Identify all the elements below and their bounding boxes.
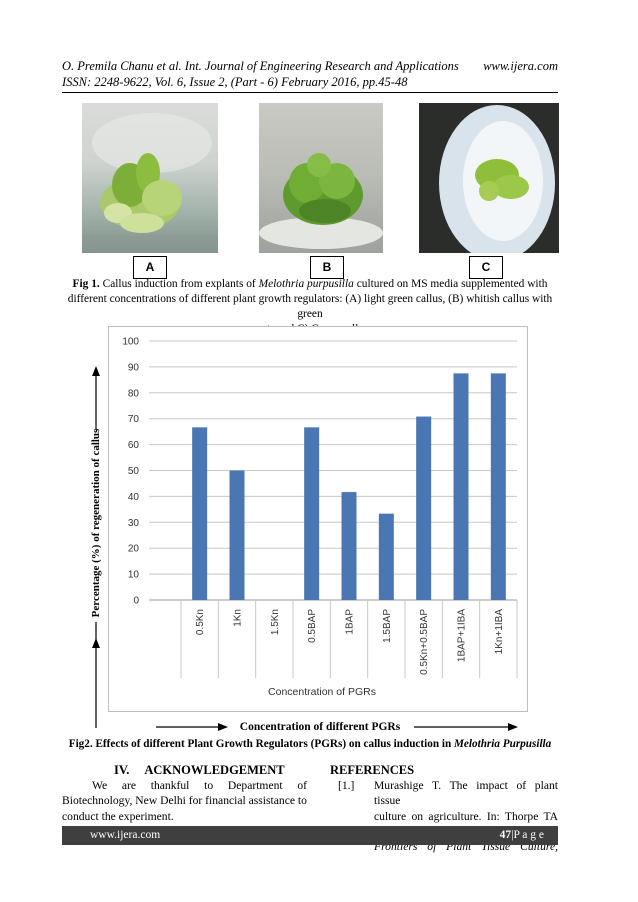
running-header: O. Premila Chanu et al. Int. Journal of … — [62, 58, 558, 74]
figure1-caption-line2: different concentrations of different pl… — [67, 293, 553, 320]
x-tick-label: 1BAP — [345, 609, 356, 635]
bars — [192, 373, 506, 600]
reference-line-1: Murashige T. The impact of plant tissue — [374, 779, 558, 808]
x-axis-title: Concentration of PGRs — [268, 686, 376, 698]
ack-line-3: conduct the experiment. — [62, 809, 174, 823]
y-arrow-up-head — [92, 366, 100, 376]
figure1-caption-part2: cultured on MS media supplemented with — [353, 278, 548, 290]
ack-line-1: We are thankful to Department of — [92, 779, 307, 792]
header-rule — [62, 92, 558, 93]
figure2-caption-species: Melothria Purpusilla — [453, 738, 552, 750]
x-tick-label: 0.5BAP — [307, 609, 318, 643]
y-arrow-up-head-2 — [92, 638, 100, 648]
x-tick-label: 1Kn+1IBA — [494, 609, 505, 655]
panel-label-b: B — [310, 256, 344, 279]
x-arrow-right-head — [508, 723, 518, 731]
x-tick-label: 1Kn — [233, 609, 244, 627]
y-tick-label: 10 — [128, 570, 140, 581]
bar-1BAP+1IBA — [453, 373, 469, 600]
bar-1Kn — [229, 470, 245, 600]
panel-label-c: C — [469, 256, 503, 279]
bar-0.5BAP — [304, 427, 320, 600]
outer-x-axis-title: Concentration of different PGRs — [239, 721, 401, 733]
page-suffix: |P a g e — [511, 829, 544, 841]
footer-page: 47|P a g e — [500, 826, 544, 845]
bar-1.5BAP — [378, 513, 394, 600]
page-footer: www.ijera.com 47|P a g e — [62, 826, 558, 845]
y-tick-label: 80 — [128, 388, 140, 399]
tick-labels: 0 10 20 30 40 50 60 70 80 90 100 0.5Kn 1Kn 1.5Kn 0.5BA… — [122, 337, 505, 675]
y-axis-title: Percentage (%) of regeneration of callus — [90, 428, 102, 618]
x-tick-label: 1.5BAP — [382, 609, 393, 643]
figure1-caption-part1: Callus induction from explants of — [99, 278, 259, 290]
header-issn: ISSN: 2248-9622, Vol. 6, Issue 2, (Part … — [62, 75, 408, 89]
x-tick-label: 1BAP+1IBA — [457, 609, 468, 662]
y-tick-label: 100 — [122, 337, 139, 348]
y-tick-label: 60 — [128, 440, 140, 451]
x-tick-label: 0.5Kn — [195, 609, 206, 635]
x-arrow-left-head — [218, 723, 228, 731]
callus-image-b — [259, 153, 383, 249]
footer-url: www.ijera.com — [90, 829, 161, 841]
figure2-caption-main: Fig2. Effects of different Plant Growth … — [68, 738, 454, 750]
reference-number: [1.] — [338, 779, 355, 792]
ack-heading: IV. ACKNOWLEDGEMENT — [114, 763, 285, 777]
bar-0.5Kn+0.5BAP — [416, 416, 432, 600]
x-tick-label: 0.5Kn+0.5BAP — [419, 609, 430, 675]
chart-frame: 0 10 20 30 40 50 60 70 80 90 100 0.5Kn 1Kn 1.5Kn 0.5BA… — [108, 326, 528, 712]
y-tick-label: 40 — [128, 492, 140, 503]
bar-chart: 0 10 20 30 40 50 60 70 80 90 100 0.5Kn 1Kn 1.5Kn 0.5BA… — [122, 337, 518, 698]
callus-photo-c — [419, 103, 559, 253]
y-tick-label: 90 — [128, 362, 140, 373]
header-url: www.ijera.com — [483, 59, 558, 73]
references-heading: REFERENCES — [330, 763, 415, 777]
bar-0.5Kn — [192, 427, 208, 600]
figure2-caption: Fig2. Effects of different Plant Growth … — [62, 738, 558, 750]
figure1-caption-species: Melothria purpusilla — [258, 278, 354, 290]
x-axis-outer-arrows — [156, 723, 518, 731]
y-tick-label: 30 — [128, 518, 140, 529]
bar-1BAP — [341, 492, 357, 600]
y-tick-label: 70 — [128, 414, 140, 425]
figure1-caption-label: Fig 1. — [72, 278, 100, 290]
header-citation: O. Premila Chanu et al. Int. Journal of … — [62, 59, 459, 73]
panel-label-a: A — [133, 256, 167, 279]
y-axis-outer — [92, 366, 100, 728]
bar-1Kn+1IBA — [490, 373, 506, 600]
callus-photo-a — [82, 103, 218, 253]
callus-image-a — [82, 113, 218, 253]
x-tick-label: 1.5Kn — [270, 609, 281, 635]
callus-image-c — [419, 103, 559, 253]
ack-line-2: Biotechnology, New Delhi for financial a… — [62, 794, 307, 808]
y-tick-label: 0 — [133, 596, 139, 607]
y-tick-label: 50 — [128, 466, 140, 477]
callus-photo-b — [259, 103, 383, 253]
ack-body: We are thankful to Department of Biotech… — [62, 778, 307, 824]
y-tick-label: 20 — [128, 544, 140, 555]
page-number: 47 — [499, 829, 512, 841]
